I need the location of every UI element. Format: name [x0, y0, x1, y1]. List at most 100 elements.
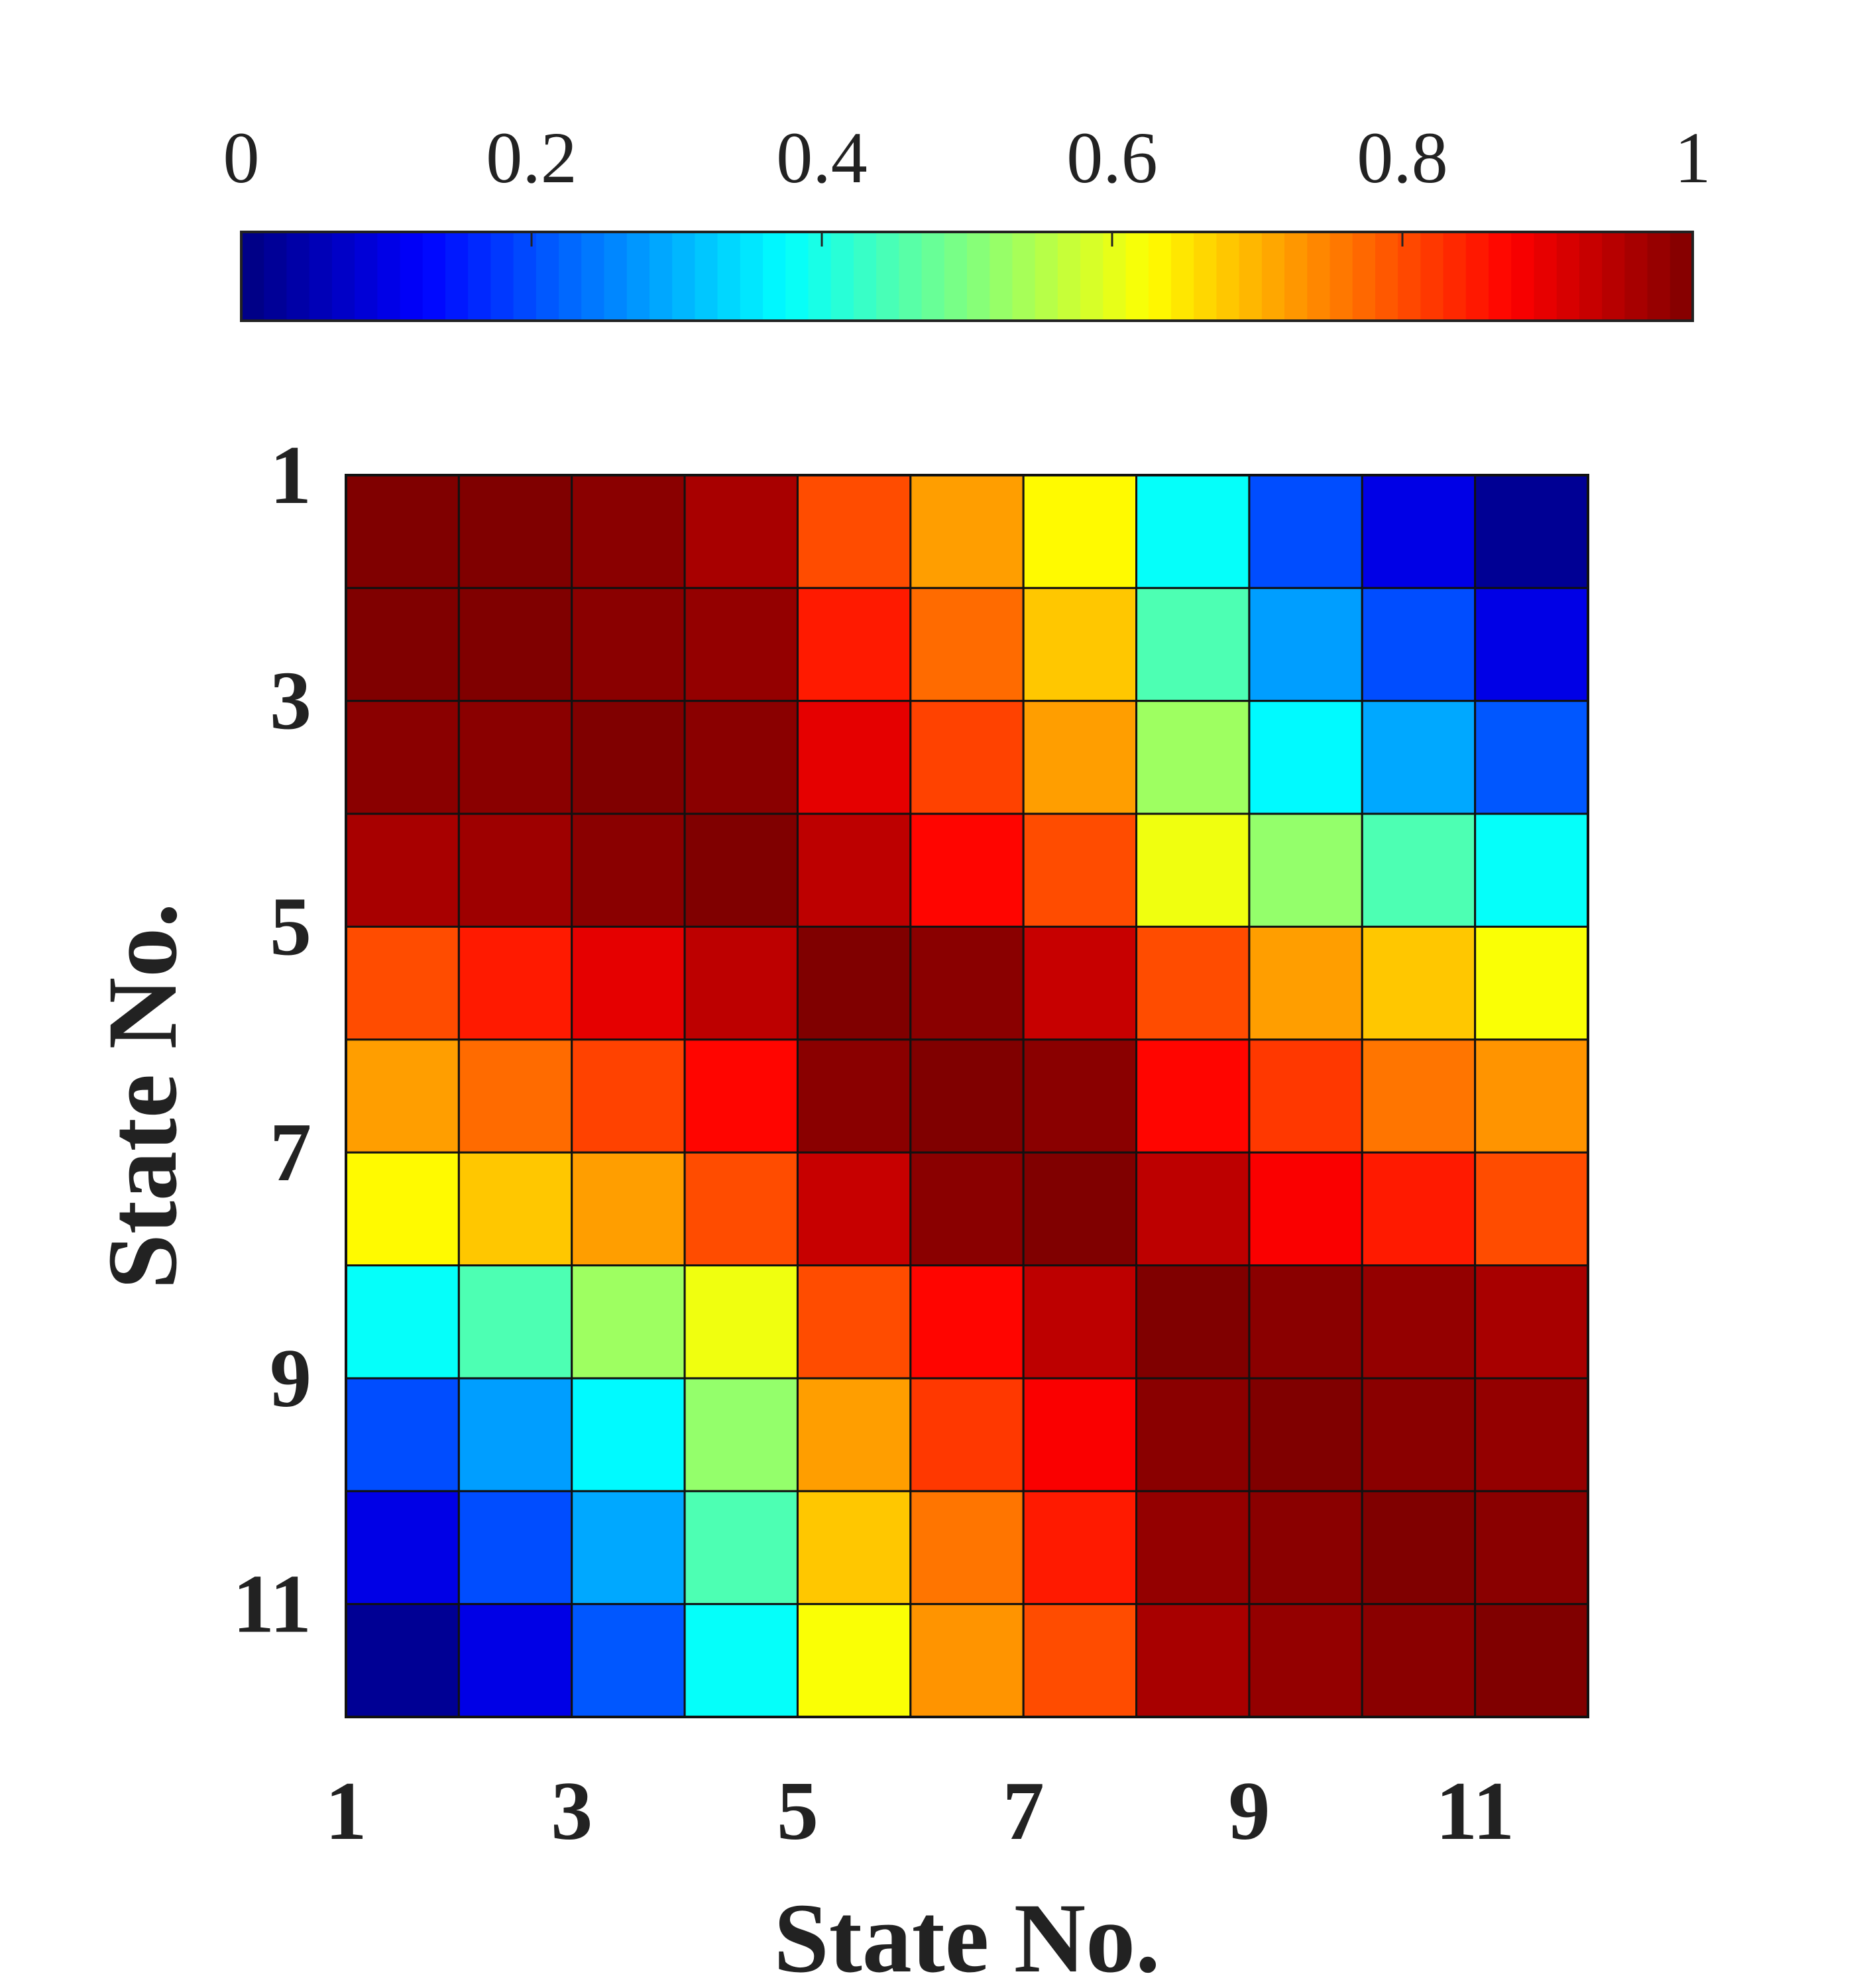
y-tick-label-9: 9 [270, 1333, 311, 1425]
heatmap-cell-6-9 [1248, 1038, 1363, 1154]
colorbar-stripe [1330, 232, 1353, 321]
colorbar-stripe [876, 232, 899, 321]
heatmap-cell-7-5 [796, 1151, 912, 1267]
heatmap-cell-2-2 [457, 586, 573, 702]
colorbar-stripe [604, 232, 628, 321]
heatmap-cell-8-3 [571, 1264, 686, 1380]
heatmap-cell-1-2 [457, 474, 573, 589]
colorbar-stripe [1352, 232, 1376, 321]
y-axis-title: State No. [87, 903, 198, 1289]
colorbar-stripe [445, 232, 469, 321]
x-tick-label-1: 1 [325, 1765, 367, 1857]
heatmap-cell-4-7 [1022, 812, 1138, 928]
heatmap-cell-6-7 [1022, 1038, 1138, 1154]
heatmap-cell-7-10 [1361, 1151, 1477, 1267]
heatmap-cell-1-6 [909, 474, 1025, 589]
colorbar-stripe [830, 232, 854, 321]
heatmap-cell-6-5 [796, 1038, 912, 1154]
colorbar-tick-label: 0.2 [486, 117, 577, 198]
plot-frame [345, 474, 1589, 1718]
colorbar-stripe [808, 232, 832, 321]
colorbar-stripe [286, 232, 310, 321]
colorbar-stripe [853, 232, 877, 321]
heatmap-cell-8-8 [1135, 1264, 1251, 1380]
colorbar-stripe [763, 232, 786, 321]
heatmap-cell-5-7 [1022, 925, 1138, 1041]
heatmap-cell-4-2 [457, 812, 573, 928]
heatmap-cell-7-7 [1022, 1151, 1138, 1267]
heatmap-cell-2-10 [1361, 586, 1477, 702]
heatmap-cell-9-10 [1361, 1377, 1477, 1492]
colorbar-stripe [1465, 232, 1489, 321]
heatmap-cell-2-11 [1474, 586, 1589, 702]
heatmap-cell-7-2 [457, 1151, 573, 1267]
heatmap-cell-3-7 [1022, 700, 1138, 815]
colorbar-stripe [1556, 232, 1580, 321]
heatmap-cell-6-3 [571, 1038, 686, 1154]
colorbar-stripe [921, 232, 945, 321]
heatmap-cell-7-8 [1135, 1151, 1251, 1267]
colorbar-stripe [309, 232, 333, 321]
heatmap-cell-11-5 [796, 1603, 912, 1718]
heatmap-cell-9-5 [796, 1377, 912, 1492]
heatmap-cell-6-10 [1361, 1038, 1477, 1154]
heatmap-cell-8-1 [345, 1264, 460, 1380]
heatmap-cell-11-3 [571, 1603, 686, 1718]
heatmap-cell-9-7 [1022, 1377, 1138, 1492]
heatmap-plot-area [345, 474, 1589, 1718]
colorbar-stripe [1511, 232, 1535, 321]
y-tick-label-1: 1 [270, 429, 311, 522]
heatmap-cell-9-9 [1248, 1377, 1363, 1492]
colorbar-stripe [581, 232, 605, 321]
colorbar-stripe [1489, 232, 1512, 321]
colorbar-tick-label: 0.6 [1066, 117, 1158, 198]
heatmap-cell-4-11 [1474, 812, 1589, 928]
colorbar-stripe [1080, 232, 1103, 321]
heatmap-cell-3-1 [345, 700, 460, 815]
heatmap-cell-1-3 [571, 474, 686, 589]
heatmap-cell-1-5 [796, 474, 912, 589]
colorbar: 0 0.2 0.4 0.6 0.8 1 [223, 117, 1711, 322]
colorbar-stripe [1534, 232, 1557, 321]
colorbar-stripe [1170, 232, 1194, 321]
colorbar-stripe [626, 232, 650, 321]
heatmap-cell-11-7 [1022, 1603, 1138, 1718]
heatmap-cell-4-5 [796, 812, 912, 928]
colorbar-frame [240, 231, 1694, 322]
heatmap-cell-11-2 [457, 1603, 573, 1718]
heatmap-cell-10-9 [1248, 1490, 1363, 1606]
colorbar-stripe [1624, 232, 1648, 321]
heatmap-cell-2-1 [345, 586, 460, 702]
heatmap-cell-8-9 [1248, 1264, 1363, 1380]
x-tick-label-7: 7 [1003, 1765, 1045, 1857]
heatmap-cell-4-1 [345, 812, 460, 928]
heatmap-cell-4-6 [909, 812, 1025, 928]
heatmap-cell-2-3 [571, 586, 686, 702]
colorbar-tick-label: 0.8 [1357, 117, 1448, 198]
heatmap-cell-8-11 [1474, 1264, 1589, 1380]
heatmap-cell-3-11 [1474, 700, 1589, 815]
heatmap-cell-8-4 [683, 1264, 799, 1380]
colorbar-stripe [422, 232, 446, 321]
heatmap-cell-11-10 [1361, 1603, 1477, 1718]
heatmap-cell-4-10 [1361, 812, 1477, 928]
colorbar-stripe [241, 232, 264, 321]
colorbar-stripe [785, 232, 809, 321]
heatmap-cell-2-9 [1248, 586, 1363, 702]
heatmap-cell-4-9 [1248, 812, 1363, 928]
heatmap-cell-6-1 [345, 1038, 460, 1154]
colorbar-stripe [1284, 232, 1308, 321]
colorbar-stripe [355, 232, 378, 321]
heatmap-cell-1-4 [683, 474, 799, 589]
colorbar-stripe [740, 232, 764, 321]
y-tick-label-3: 3 [270, 655, 311, 747]
heatmap-cell-5-6 [909, 925, 1025, 1041]
colorbar-stripe [264, 232, 288, 321]
colorbar-stripe [1012, 232, 1036, 321]
colorbar-stripe [1398, 232, 1421, 321]
y-tick-label-11: 11 [233, 1559, 311, 1651]
colorbar-stripe [672, 232, 695, 321]
colorbar-stripe [400, 232, 424, 321]
heatmap-cell-3-9 [1248, 700, 1363, 815]
